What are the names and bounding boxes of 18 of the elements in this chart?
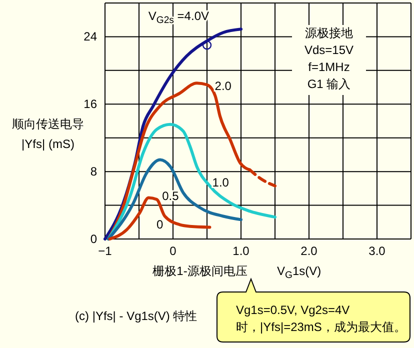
x-tick-label: 0 xyxy=(170,244,177,258)
x-tick-label: −1 xyxy=(98,244,112,258)
text: Vg1s=0.5V, Vg2s=4V 时，|Yfs|=23mS，成为最大值。 xyxy=(236,303,406,334)
text: (c) |Yfs| - Vg1s(V) 特性 xyxy=(75,309,198,323)
x-tick-label: 1.0 xyxy=(232,244,250,258)
series-label: 0 xyxy=(156,218,164,232)
y-axis-title: 顺向传送电导 |Yfs| (mS) xyxy=(12,117,84,151)
x-tick-label: 2.0 xyxy=(300,244,318,258)
annotation: 源极接地 Vds=15V f=1MHz G1 输入 xyxy=(304,26,354,91)
x-axis-title: 栅极1-源极间电压 xyxy=(152,264,248,278)
text: V$_{G}$1s(V) xyxy=(277,264,322,281)
series-label: 2.0 xyxy=(214,79,232,94)
y-tick-label: 24 xyxy=(84,30,98,44)
series-label: 1.0 xyxy=(212,175,230,190)
x-tick-label: 3.0 xyxy=(368,244,386,258)
y-tick-label: 0 xyxy=(90,232,98,246)
y-tick-label: 8 xyxy=(90,164,98,179)
y-tick-label: 16 xyxy=(84,97,98,112)
